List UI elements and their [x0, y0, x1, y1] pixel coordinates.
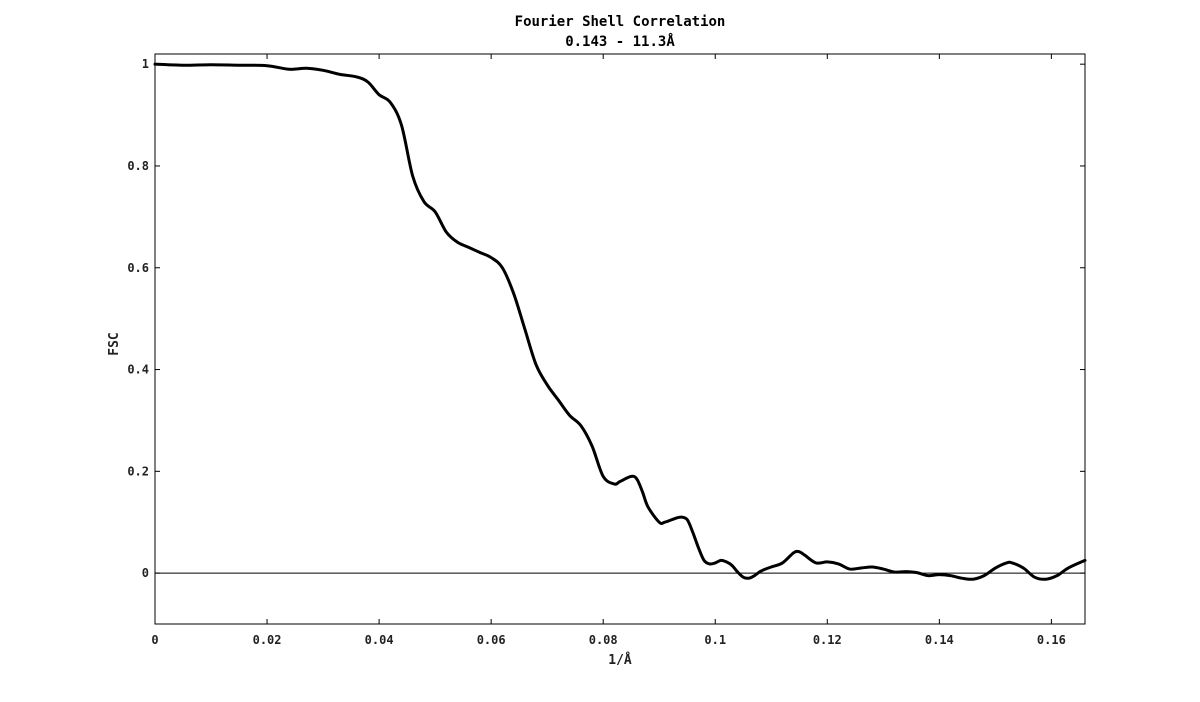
- x-axis-label: 1/Å: [608, 652, 632, 668]
- x-axis-ticks: 0 0.02 0.04 0.06 0.08 0.1 0.12 0.14 0.16: [151, 54, 1066, 647]
- x-tick-label: 0.1: [704, 633, 726, 647]
- chart-subtitle: 0.143 - 11.3Å: [565, 33, 675, 50]
- y-tick-label: 1: [142, 57, 149, 71]
- chart-title: Fourier Shell Correlation: [515, 14, 726, 30]
- x-tick-label: 0: [151, 633, 158, 647]
- y-tick-label: 0.4: [127, 363, 149, 377]
- x-tick-label: 0.06: [477, 633, 506, 647]
- x-tick-label: 0.14: [925, 633, 954, 647]
- x-tick-label: 0.08: [589, 633, 618, 647]
- x-tick-label: 0.04: [365, 633, 394, 647]
- x-tick-label: 0.02: [253, 633, 282, 647]
- x-tick-label: 0.16: [1037, 633, 1066, 647]
- y-tick-label: 0: [142, 566, 149, 580]
- y-axis-ticks: 0 0.2 0.4 0.6 0.8 1: [127, 57, 1085, 580]
- plot-frame: [154, 53, 1086, 625]
- y-tick-label: 0.8: [127, 159, 149, 173]
- fsc-curve-line: [153, 62, 1087, 581]
- y-tick-label: 0.2: [127, 464, 149, 478]
- x-tick-label: 0.12: [813, 633, 842, 647]
- y-axis-label: FSC: [107, 332, 122, 355]
- y-tick-label: 0.6: [127, 261, 149, 275]
